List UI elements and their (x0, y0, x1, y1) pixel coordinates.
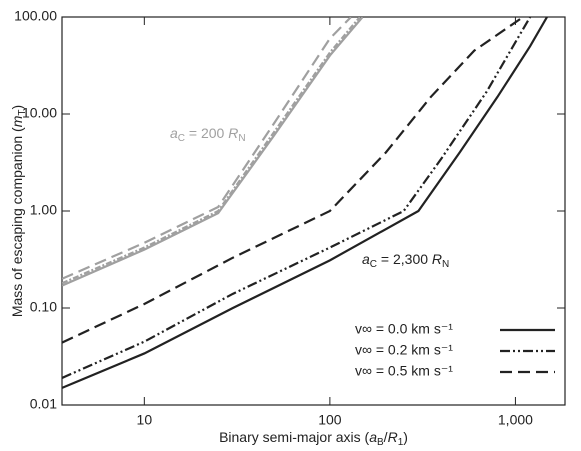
series-line (62, 17, 548, 389)
text-part: / (384, 429, 388, 445)
annotation: aC = 200 RN (170, 125, 246, 144)
series-line (62, 17, 352, 280)
y-axis-label: Mass of escaping companion (mT) (9, 105, 28, 317)
text-part: C (370, 259, 377, 270)
text-part: m (9, 115, 25, 127)
text-part: a (369, 429, 377, 445)
text-part: = 200 (185, 125, 228, 141)
text-part: N (238, 133, 245, 144)
text-part: = 2,300 (377, 251, 432, 267)
text-part: B (377, 437, 384, 448)
text-part: a (362, 251, 370, 267)
y-tick-label: 10.00 (22, 105, 57, 121)
text-part: C (178, 133, 185, 144)
x-tick-label: 10 (137, 412, 153, 428)
text-part: ) (9, 105, 25, 110)
series-line (62, 17, 532, 379)
text-part: Binary semi-major axis ( (219, 429, 369, 445)
y-tick-label: 1.00 (30, 202, 57, 218)
annotation: aC = 2,300 RN (362, 251, 449, 270)
text-part: 1 (398, 437, 404, 448)
y-tick-label: 0.01 (30, 396, 57, 412)
text-part: R (228, 125, 238, 141)
text-part: T (17, 110, 28, 116)
series-line (62, 17, 364, 287)
x-tick-label: 1,000 (498, 412, 533, 428)
text-part: N (442, 259, 449, 270)
series-line (62, 17, 361, 285)
legend-label: v∞ = 0.5 km s⁻¹ (355, 363, 453, 379)
text-part: R (432, 251, 442, 267)
y-tick-label: 100.00 (14, 8, 57, 24)
text-part: ) (403, 429, 408, 445)
y-tick-label: 0.10 (30, 299, 57, 315)
legend-label: v∞ = 0.2 km s⁻¹ (355, 342, 453, 358)
legend-label: v∞ = 0.0 km s⁻¹ (355, 321, 453, 337)
x-tick-label: 100 (318, 412, 342, 428)
text-part: R (388, 429, 398, 445)
series-line (62, 17, 524, 344)
text-part: Mass of escaping companion ( (9, 127, 25, 317)
x-axis-label: Binary semi-major axis (aB/R1) (219, 429, 408, 448)
text-part: a (170, 125, 178, 141)
